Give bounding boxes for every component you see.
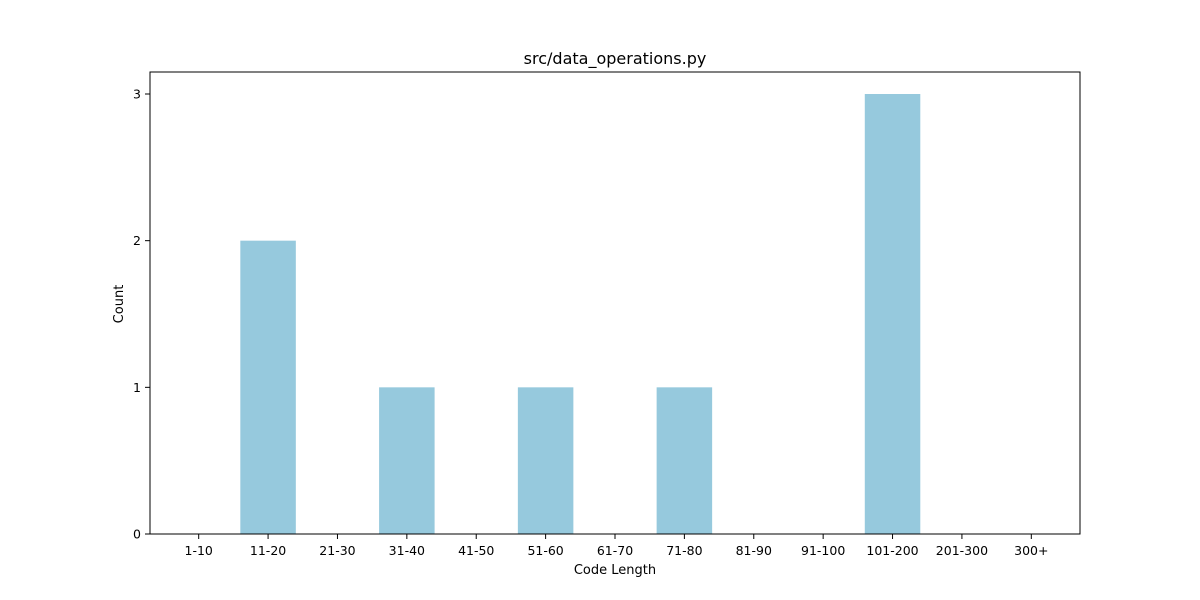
bar-71-80 [656,387,713,534]
x-axis-ticks: 1-10 11-20 21-30 31-40 41-50 51-60 61-70 71-80 8… [185,534,1048,558]
x-tick-label: 31-40 [389,543,425,558]
y-tick-label: 0 [133,527,141,542]
chart-title: src/data_operations.py [524,49,707,69]
bar-11-20 [240,240,296,534]
bar-51-60 [517,387,574,534]
x-tick-label: 61-70 [597,543,633,558]
x-tick-label: 51-60 [527,543,563,558]
y-tick-label: 3 [133,87,141,102]
bar-31-40 [379,387,435,534]
x-axis-label: Code Length [574,563,656,578]
y-tick-label: 2 [133,233,141,248]
x-tick-label: 101-200 [866,543,918,558]
x-tick-label: 91-100 [801,543,845,558]
x-tick-label: 201-300 [936,543,988,558]
y-axis-ticks: 0 1 2 3 [133,87,150,542]
x-tick-label: 11-20 [250,543,286,558]
x-tick-label: 21-30 [319,543,355,558]
y-axis-label: Count [112,285,127,324]
x-tick-label: 41-50 [458,543,494,558]
bar-101-200 [864,94,921,534]
bars-group [240,94,921,534]
x-tick-label: 81-90 [736,543,772,558]
y-tick-label: 1 [133,380,141,395]
x-tick-label: 1-10 [185,543,213,558]
x-tick-label: 71-80 [666,543,702,558]
x-tick-label: 300+ [1014,543,1048,558]
